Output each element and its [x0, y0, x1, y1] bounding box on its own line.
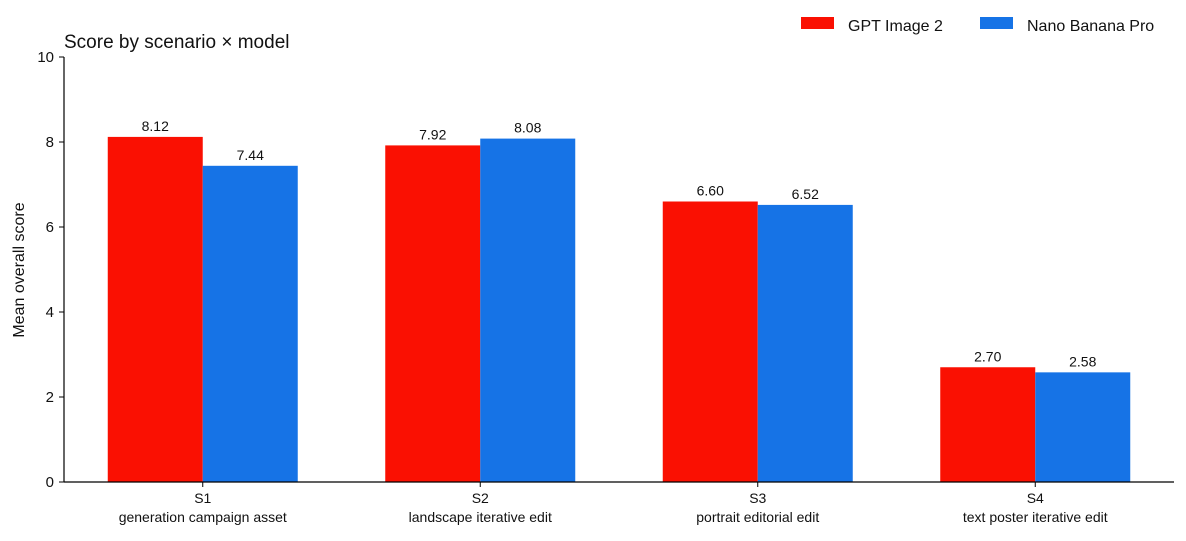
axes-layer: 0 2 4 6 8 10 S1 generation campaign asset S2 land… [37, 49, 1174, 525]
data-label: 7.92 [419, 126, 446, 142]
bar-s1-series-2 [202, 165, 298, 483]
bar-s1-series-1 [107, 136, 203, 482]
data-label: 8.12 [142, 118, 169, 134]
bar-s4-series-1 [940, 367, 1036, 482]
bar-s2-series-2 [480, 138, 576, 482]
y-tick-label: 10 [37, 49, 54, 66]
x-tick-sublabel: portrait editorial edit [696, 509, 819, 525]
y-tick-label: 4 [46, 304, 54, 321]
legend-swatch [980, 17, 1013, 29]
bar-s2-series-1 [385, 145, 481, 482]
data-label: 2.70 [974, 348, 1001, 364]
data-label: 6.52 [792, 186, 819, 202]
y-tick-label: 6 [46, 219, 54, 236]
x-tick-sublabel: text poster iterative edit [963, 509, 1108, 525]
data-label: 7.44 [237, 147, 264, 163]
legend: GPT Image 2 Nano Banana Pro [801, 17, 1154, 35]
data-label: 2.58 [1069, 353, 1096, 369]
bars-layer: 8.12 7.44 7.92 8.08 6.60 6.52 2.70 2.58 [107, 118, 1131, 483]
x-tick-label: S4 [1027, 490, 1044, 506]
x-tick-sublabel: landscape iterative edit [409, 509, 552, 525]
data-label: 8.08 [514, 120, 541, 136]
bar-s4-series-2 [1035, 372, 1131, 482]
y-tick-label: 0 [46, 474, 54, 491]
x-tick-label: S3 [749, 490, 766, 506]
legend-label: GPT Image 2 [848, 18, 943, 35]
legend-swatch [801, 17, 834, 29]
y-axis-label: Mean overall score [11, 202, 28, 337]
data-label: 6.60 [697, 183, 724, 199]
y-tick-label: 8 [46, 134, 54, 151]
x-tick-sublabel: generation campaign asset [119, 509, 287, 525]
x-tick-label: S1 [194, 490, 211, 506]
x-tick-label: S2 [472, 490, 489, 506]
bar-s3-series-1 [662, 201, 758, 482]
legend-label: Nano Banana Pro [1027, 18, 1154, 35]
y-tick-label: 2 [46, 389, 54, 406]
bar-s3-series-2 [757, 204, 853, 482]
chart-title: Score by scenario × model [64, 32, 289, 53]
